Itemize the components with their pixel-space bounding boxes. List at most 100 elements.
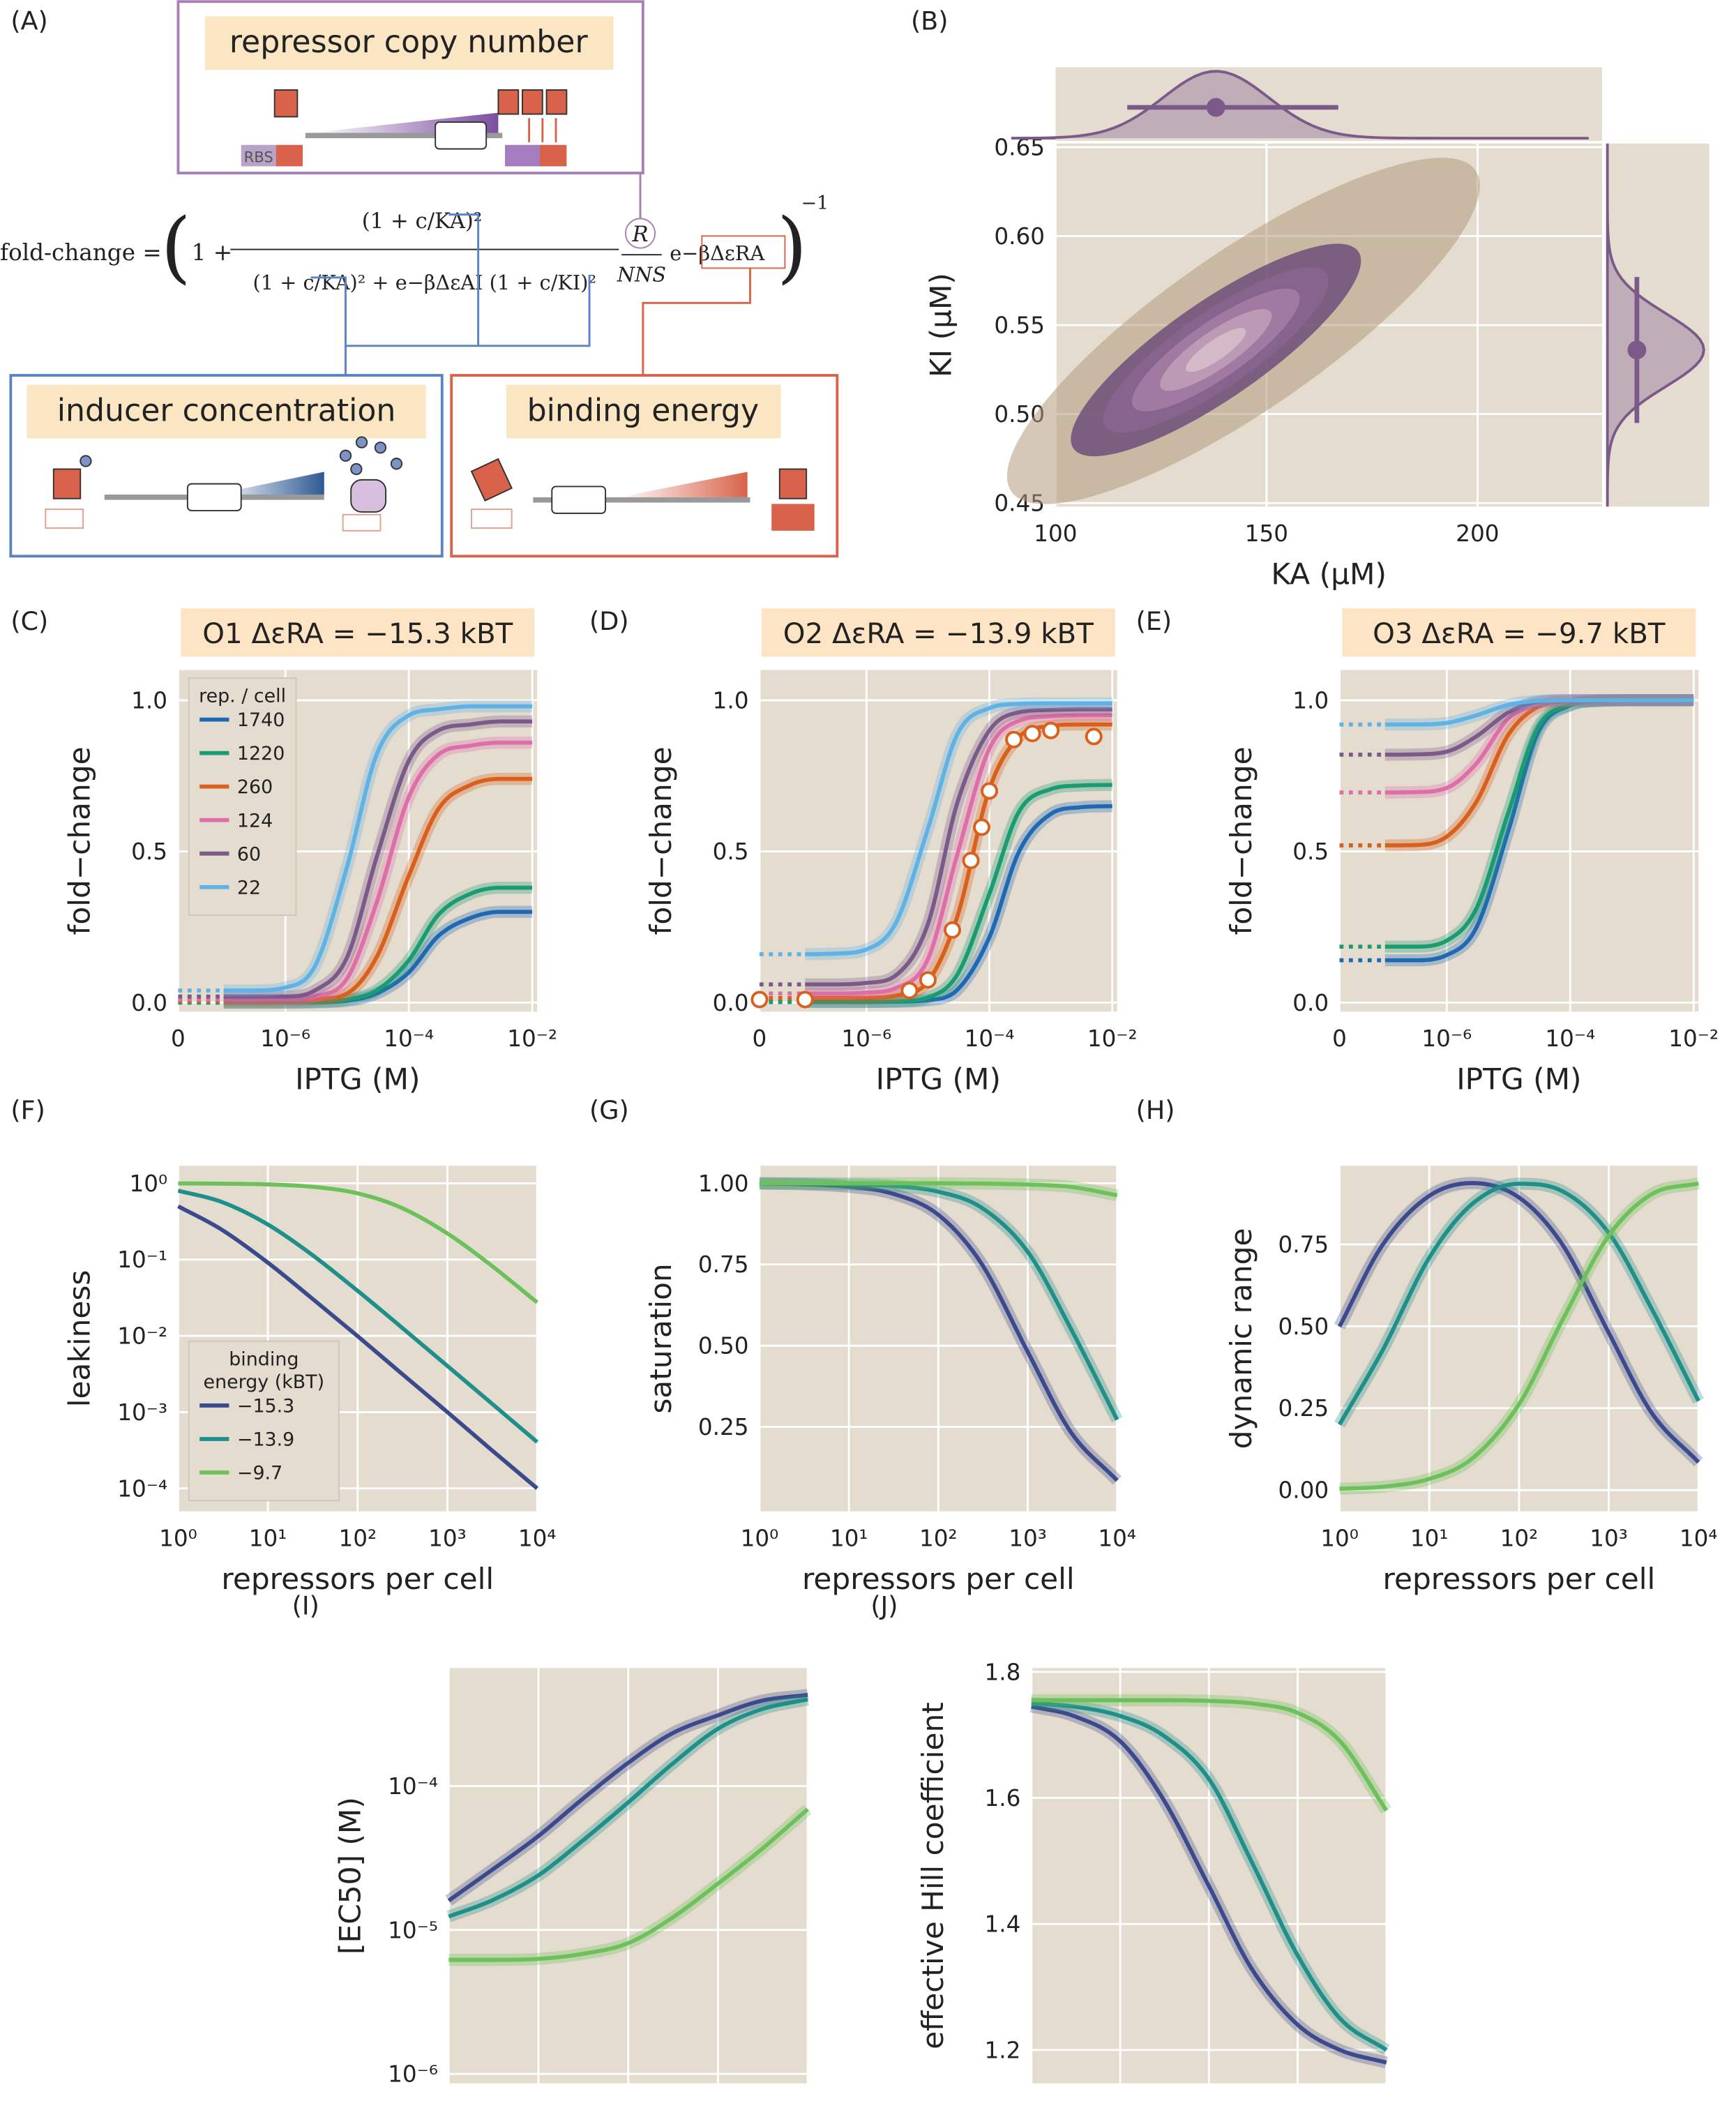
y-tick-label: 10⁻⁶ bbox=[388, 2061, 438, 2088]
legend-label: 1220 bbox=[237, 743, 285, 765]
y-tick-label: 0.75 bbox=[698, 1251, 749, 1278]
connector bbox=[642, 268, 751, 376]
y-tick-label: 0.60 bbox=[994, 223, 1045, 250]
y-tick-label: 10⁰ bbox=[129, 1170, 167, 1197]
repressor-icon bbox=[273, 89, 299, 118]
panel-label: (C) bbox=[10, 606, 48, 636]
connector bbox=[310, 213, 591, 376]
x-axis-label: KA (µM) bbox=[1271, 557, 1387, 592]
x-tick-label: 100 bbox=[1034, 520, 1077, 547]
y-tick-label: 10⁻² bbox=[117, 1323, 167, 1350]
x-tick-label: 10³ bbox=[1278, 2098, 1317, 2101]
legend-label: 1740 bbox=[237, 709, 285, 731]
line bbox=[805, 713, 1112, 996]
line bbox=[1339, 1181, 1699, 1491]
x-tick-label: 10⁰ bbox=[159, 1526, 197, 1552]
line bbox=[177, 1204, 538, 1490]
inducer-box bbox=[9, 374, 444, 558]
inducer bbox=[355, 436, 368, 449]
y-tick-label: 0.25 bbox=[698, 1414, 749, 1440]
paren: ( bbox=[160, 202, 190, 292]
legend-label: −15.3 bbox=[237, 1396, 294, 1417]
y-tick-label: 10⁻⁴ bbox=[388, 1773, 438, 1800]
line bbox=[805, 707, 1112, 987]
x-tick-label: 10¹ bbox=[830, 1526, 868, 1552]
panel: 10⁰ 10¹ 10² 10³ 10⁴ 10⁻⁴ 10⁻³ 10⁻² 10⁻¹ 10⁰ repres… bbox=[63, 1166, 556, 1596]
y-axis-label: fold−change bbox=[644, 746, 678, 935]
y-tick-label: 0.5 bbox=[1292, 838, 1329, 865]
panel-label: (I) bbox=[292, 1591, 319, 1621]
repressor-icon bbox=[522, 89, 543, 115]
title-background bbox=[181, 608, 535, 657]
y-tick-label: 1.2 bbox=[985, 2037, 1021, 2063]
x-tick-label: 200 bbox=[1456, 520, 1499, 547]
x-tick-label: 10⁻⁴ bbox=[384, 1025, 434, 1052]
data-point bbox=[1085, 728, 1103, 746]
x-tick-label: 10⁻² bbox=[1087, 1025, 1138, 1052]
line bbox=[447, 1692, 808, 1903]
x-tick-label: 0 bbox=[1332, 1025, 1347, 1052]
operator bbox=[45, 509, 84, 529]
line bbox=[223, 704, 533, 993]
y-tick-label: 0.75 bbox=[1278, 1231, 1329, 1258]
line bbox=[223, 740, 533, 1002]
panel-label: (E) bbox=[1136, 606, 1172, 636]
repressor-icon bbox=[52, 468, 82, 499]
legend-label: −9.7 bbox=[237, 1463, 282, 1484]
x-tick-label: 10⁻² bbox=[1668, 1025, 1719, 1052]
y-tick-label: 1.6 bbox=[985, 1785, 1021, 1812]
x-tick-label: 0 bbox=[753, 1025, 767, 1052]
x-tick-label: 10⁰ bbox=[430, 2098, 468, 2101]
y-tick-label: 1.0 bbox=[1292, 687, 1329, 714]
y-tick-label: 0.50 bbox=[698, 1333, 749, 1360]
paren: ) bbox=[777, 202, 807, 292]
x-axis-label: IPTG (M) bbox=[1456, 1062, 1581, 1097]
x-tick-label: 10⁴ bbox=[1367, 2098, 1405, 2101]
title-background bbox=[1342, 608, 1696, 657]
operator bbox=[471, 509, 513, 529]
line bbox=[178, 1181, 538, 1304]
rbs-box bbox=[241, 144, 276, 167]
y-axis-label: dynamic range bbox=[1224, 1228, 1258, 1449]
y-tick-label: 1.4 bbox=[985, 1911, 1021, 1938]
x-tick-label: 10⁰ bbox=[1320, 1526, 1359, 1552]
y-tick-label: 0.50 bbox=[1278, 1313, 1329, 1340]
y-axis-label: fold−change bbox=[63, 746, 97, 935]
y-tick-label: 0.5 bbox=[131, 838, 167, 865]
diagram: repressor copy number RBS fold-change = … bbox=[0, 0, 839, 558]
x-tick-label: 10⁴ bbox=[789, 2098, 827, 2101]
highlight bbox=[701, 235, 786, 269]
x-tick-label: 10¹ bbox=[1410, 1526, 1449, 1552]
marginal-ka bbox=[1011, 70, 1589, 140]
data-point bbox=[962, 852, 980, 870]
x-tick-label: 10² bbox=[338, 1526, 377, 1552]
gene bbox=[435, 121, 488, 150]
legend-title: rep. / cell bbox=[199, 686, 286, 707]
x-tick-label: 10⁴ bbox=[1680, 1526, 1718, 1552]
box-label: binding energy bbox=[527, 393, 760, 428]
x-tick-label: 10⁰ bbox=[741, 1526, 779, 1552]
gene bbox=[551, 485, 607, 514]
line bbox=[805, 783, 1112, 1004]
panel-label: (A) bbox=[10, 6, 47, 36]
line bbox=[1338, 1182, 1700, 1426]
y-tick-label: 0.0 bbox=[713, 990, 749, 1016]
marginal-ki bbox=[1606, 143, 1705, 507]
repressor-icon bbox=[778, 468, 808, 499]
x-tick-label: 10⁻⁴ bbox=[965, 1025, 1015, 1052]
y-tick-label: 1.00 bbox=[698, 1170, 749, 1197]
line bbox=[1031, 1698, 1389, 1812]
data-point bbox=[973, 818, 991, 836]
x-tick-label: 10⁴ bbox=[1098, 1526, 1136, 1552]
y-tick-label: 10⁻⁴ bbox=[117, 1475, 167, 1502]
equation-part: −1 bbox=[801, 193, 829, 214]
y-tick-label: 1.8 bbox=[985, 1659, 1021, 1685]
panel-label: (D) bbox=[589, 606, 629, 636]
gene bbox=[186, 483, 242, 511]
legend-label: 60 bbox=[237, 843, 261, 865]
x-tick-label: 10⁻² bbox=[507, 1025, 557, 1052]
y-axis-label: [EC50] (M) bbox=[333, 1797, 368, 1955]
